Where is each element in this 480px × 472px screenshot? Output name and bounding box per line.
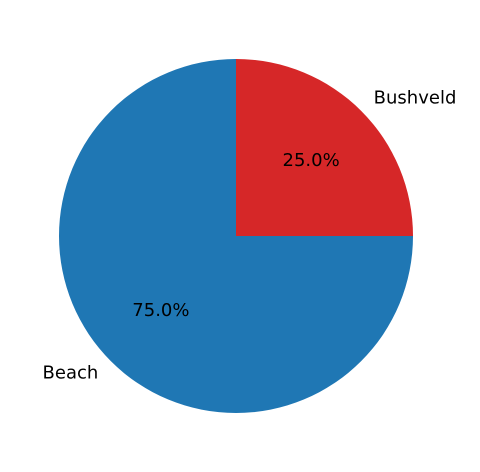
slice-percent-beach: 75.0% xyxy=(132,300,189,321)
pie-labels: Beach 75.0% Bushveld 25.0% xyxy=(43,87,457,383)
slice-percent-bushveld: 25.0% xyxy=(283,150,340,171)
pie-slice-bushveld xyxy=(236,59,413,236)
slice-label-bushveld: Bushveld xyxy=(374,87,457,108)
slice-label-beach: Beach xyxy=(43,363,99,384)
pie-slices xyxy=(59,59,413,413)
